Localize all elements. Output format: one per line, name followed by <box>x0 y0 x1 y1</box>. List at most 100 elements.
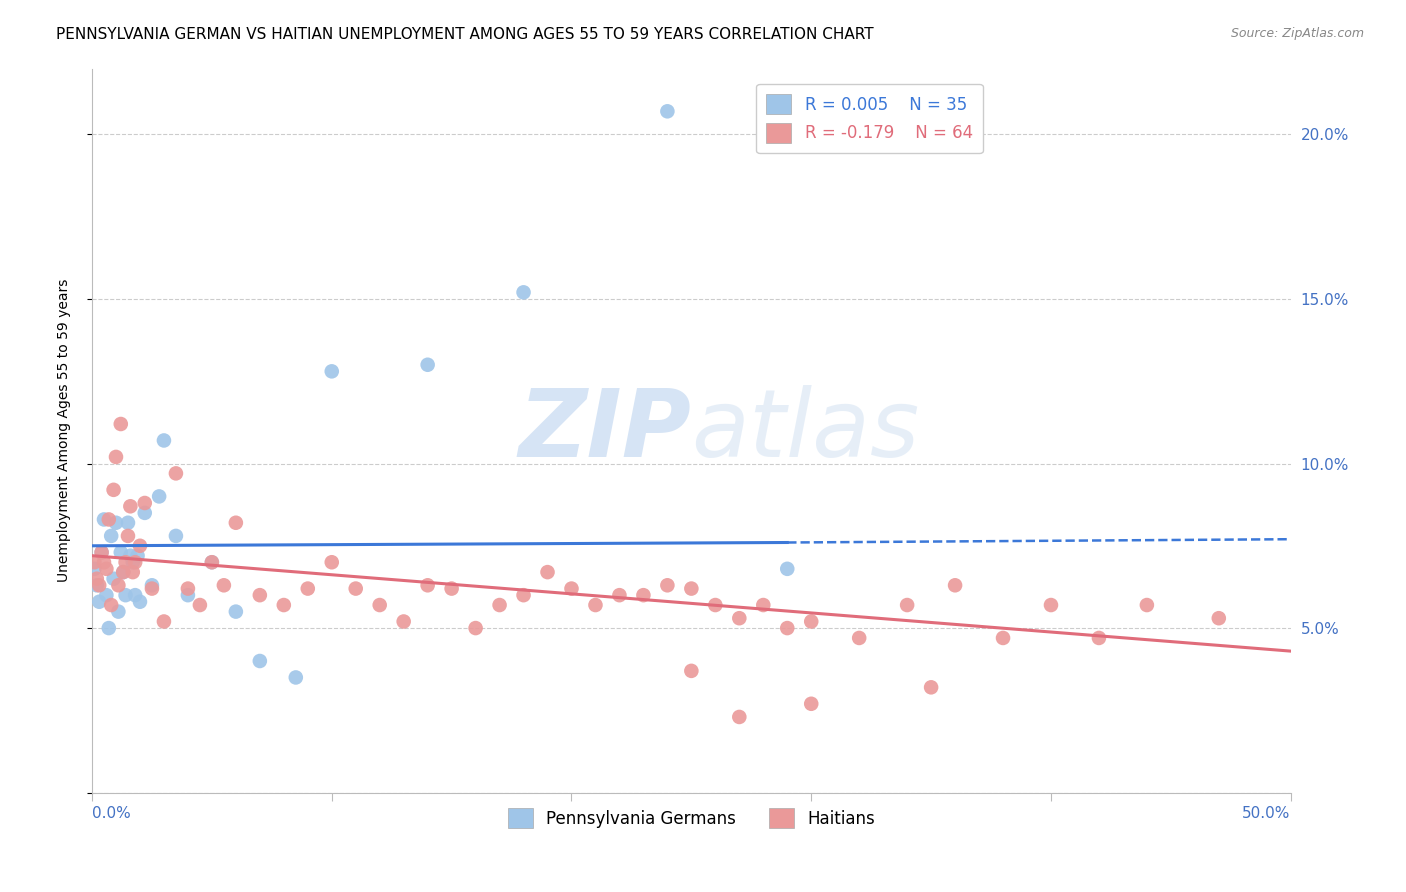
Point <box>920 681 942 695</box>
Point <box>368 598 391 612</box>
Point <box>1088 631 1111 645</box>
Point <box>800 615 823 629</box>
Point <box>134 506 156 520</box>
Point <box>121 555 143 569</box>
Point <box>110 545 132 559</box>
Point <box>344 582 367 596</box>
Point <box>212 578 235 592</box>
Point <box>90 545 112 559</box>
Point <box>512 588 534 602</box>
Point <box>440 582 463 596</box>
Legend: Pennsylvania Germans, Haitians: Pennsylvania Germans, Haitians <box>501 801 882 835</box>
Point <box>114 588 136 602</box>
Point <box>148 490 170 504</box>
Point <box>83 562 105 576</box>
Point <box>536 565 558 579</box>
Point <box>776 562 799 576</box>
Point <box>681 582 703 596</box>
Point <box>93 555 115 569</box>
Text: PENNSYLVANIA GERMAN VS HAITIAN UNEMPLOYMENT AMONG AGES 55 TO 59 YEARS CORRELATIO: PENNSYLVANIA GERMAN VS HAITIAN UNEMPLOYM… <box>56 27 875 42</box>
Point <box>112 565 135 579</box>
Point <box>103 572 125 586</box>
Point <box>800 697 823 711</box>
Point <box>488 598 510 612</box>
Point <box>90 545 112 559</box>
Point <box>1136 598 1159 612</box>
Point <box>585 598 607 612</box>
Point <box>129 595 152 609</box>
Point <box>1039 598 1062 612</box>
Point <box>249 654 271 668</box>
Point <box>896 598 918 612</box>
Point <box>225 516 247 530</box>
Text: 50.0%: 50.0% <box>1243 805 1291 821</box>
Point <box>512 285 534 300</box>
Point <box>103 483 125 497</box>
Point <box>86 578 108 592</box>
Point <box>225 605 247 619</box>
Point <box>86 572 108 586</box>
Y-axis label: Unemployment Among Ages 55 to 59 years: Unemployment Among Ages 55 to 59 years <box>58 279 72 582</box>
Point <box>776 621 799 635</box>
Point <box>273 598 295 612</box>
Point <box>97 621 120 635</box>
Point <box>752 598 775 612</box>
Point <box>165 529 187 543</box>
Point <box>141 582 163 596</box>
Point <box>120 500 142 514</box>
Point <box>728 710 751 724</box>
Point <box>96 562 118 576</box>
Point <box>96 588 118 602</box>
Point <box>117 516 139 530</box>
Point <box>249 588 271 602</box>
Point <box>114 555 136 569</box>
Point <box>117 529 139 543</box>
Point <box>141 578 163 592</box>
Point <box>848 631 870 645</box>
Point <box>728 611 751 625</box>
Point <box>83 555 105 569</box>
Point <box>100 598 122 612</box>
Point <box>188 598 211 612</box>
Point <box>177 582 200 596</box>
Point <box>127 549 149 563</box>
Point <box>297 582 319 596</box>
Point <box>100 529 122 543</box>
Point <box>153 434 176 448</box>
Point <box>321 555 343 569</box>
Point <box>107 578 129 592</box>
Point <box>129 539 152 553</box>
Point <box>201 555 224 569</box>
Point <box>609 588 631 602</box>
Text: ZIP: ZIP <box>519 384 692 476</box>
Point <box>97 512 120 526</box>
Point <box>633 588 655 602</box>
Point <box>107 605 129 619</box>
Point <box>991 631 1014 645</box>
Text: 0.0%: 0.0% <box>91 805 131 821</box>
Point <box>153 615 176 629</box>
Point <box>681 664 703 678</box>
Point <box>416 358 439 372</box>
Point <box>165 467 187 481</box>
Point <box>110 417 132 431</box>
Point <box>321 364 343 378</box>
Point <box>124 555 146 569</box>
Text: atlas: atlas <box>692 385 920 476</box>
Point <box>124 588 146 602</box>
Point <box>89 578 111 592</box>
Point <box>392 615 415 629</box>
Point <box>89 595 111 609</box>
Point <box>104 450 127 464</box>
Point <box>177 588 200 602</box>
Text: Source: ZipAtlas.com: Source: ZipAtlas.com <box>1230 27 1364 40</box>
Point <box>464 621 486 635</box>
Point <box>704 598 727 612</box>
Point <box>943 578 966 592</box>
Point <box>284 670 307 684</box>
Point <box>416 578 439 592</box>
Point <box>93 512 115 526</box>
Point <box>560 582 582 596</box>
Point <box>121 565 143 579</box>
Point <box>657 578 679 592</box>
